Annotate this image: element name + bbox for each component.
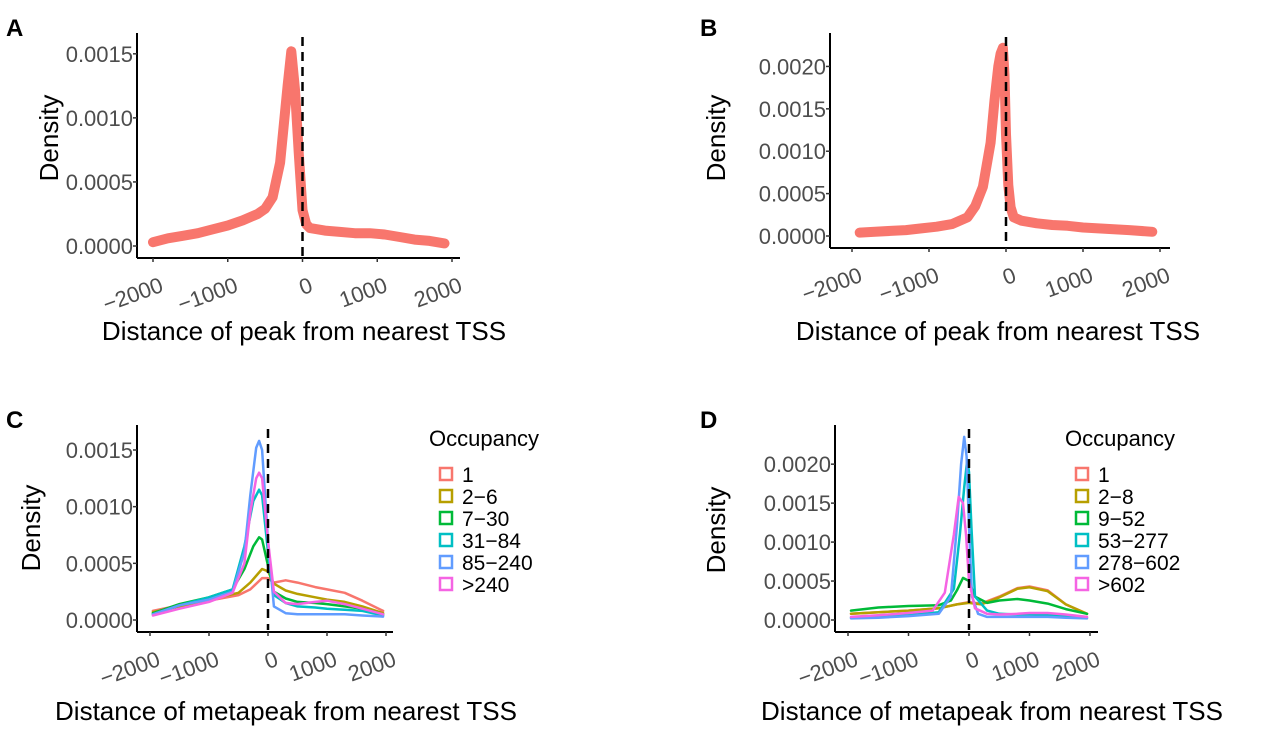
panel-d-ytick-label: 0.0005 — [764, 569, 831, 594]
panel-d-legend-key — [1074, 554, 1090, 570]
panel-d-legend-label: 278−602 — [1098, 552, 1180, 575]
panel-b-series-line — [854, 42, 1158, 238]
panel-b-ytick-label: 0.0005 — [759, 182, 826, 207]
panel-d-series-line — [849, 459, 1089, 619]
panel-c-legend-label: 2−6 — [462, 486, 498, 509]
panel-c-ytick-label: 0.0010 — [66, 495, 133, 520]
panel-c-legend-label: 85−240 — [462, 552, 533, 575]
panel-c-legend-key — [438, 532, 454, 548]
panel-a-ytick-label: 0.0010 — [66, 106, 133, 131]
panel-c-legend-label: 1 — [462, 464, 474, 487]
panel-a-ytick-label: 0.0000 — [66, 234, 133, 259]
panel-d-ytick-label: 0.0015 — [764, 491, 831, 516]
panel-a-ylabel: Density — [34, 95, 64, 182]
panel-d-legend-title: Occupancy — [1065, 426, 1175, 451]
panel-d-legend-label: 53−277 — [1098, 530, 1169, 553]
panel-a-ytick-label: 0.0015 — [66, 42, 133, 67]
panel-d-legend-label: 2−8 — [1098, 486, 1134, 509]
panel-b-xlabel: Distance of peak from nearest TSS — [796, 316, 1200, 346]
panel-b-ytick-label: 0.0000 — [759, 224, 826, 249]
panel-c-legend-label: >240 — [462, 574, 509, 597]
panel-d-legend-label: 9−52 — [1098, 508, 1145, 531]
panel-d-tag: D — [700, 407, 717, 434]
panel-d-legend-key — [1074, 510, 1090, 526]
panel-c-legend-title: Occupancy — [429, 426, 539, 451]
panel-b-ylabel: Density — [701, 95, 731, 182]
panel-c-ytick-label: 0.0005 — [66, 551, 133, 576]
panel-d-ytick-label: 0.0020 — [764, 452, 831, 477]
panel-c-legend-key — [438, 576, 454, 592]
panel-d-legend-key — [1074, 532, 1090, 548]
panel-b-tag: B — [700, 15, 717, 42]
panel-d-ytick-label: 0.0010 — [764, 530, 831, 555]
panel-b: B Density Distance of peak from nearest … — [700, 15, 1200, 346]
panel-d: D Density Distance of metapeak from near… — [700, 407, 1223, 726]
panel-b-ytick-label: 0.0020 — [759, 54, 826, 79]
panel-c-legend-label: 7−30 — [462, 508, 509, 531]
panel-a-ytick-label: 0.0005 — [66, 170, 133, 195]
panel-d-legend-label: >602 — [1098, 574, 1145, 597]
panel-c-ytick-label: 0.0015 — [66, 438, 133, 463]
panel-c-legend-label: 31−84 — [462, 530, 521, 553]
panel-a-tag: A — [6, 15, 23, 42]
panel-d-legend-key — [1074, 488, 1090, 504]
panel-c-series-line — [151, 471, 385, 617]
panel-c-xlabel: Distance of metapeak from nearest TSS — [55, 696, 517, 726]
panel-d-legend-key — [1074, 466, 1090, 482]
panel-c-ylabel: Density — [16, 485, 46, 572]
panel-d-xlabel: Distance of metapeak from nearest TSS — [761, 696, 1223, 726]
panel-b-ytick-label: 0.0010 — [759, 139, 826, 164]
panel-c-legend-key — [438, 466, 454, 482]
panel-c-tag: C — [6, 407, 23, 434]
panel-b-ytick-label: 0.0015 — [759, 97, 826, 122]
panel-a-xlabel: Distance of peak from nearest TSS — [102, 316, 506, 346]
panel-d-series-line — [849, 495, 1089, 619]
panel-d-ytick-label: 0.0000 — [764, 608, 831, 633]
panel-c-legend-key — [438, 554, 454, 570]
panel-c-ytick-label: 0.0000 — [66, 608, 133, 633]
panel-c-legend-key — [438, 488, 454, 504]
panel-a-series-line — [148, 46, 450, 249]
panel-d-legend-label: 1 — [1098, 464, 1110, 487]
panel-d-ylabel: Density — [701, 487, 731, 574]
panel-c-legend-key — [438, 510, 454, 526]
panel-a: A Density Distance of peak from nearest … — [6, 15, 506, 346]
panel-d-legend-key — [1074, 576, 1090, 592]
